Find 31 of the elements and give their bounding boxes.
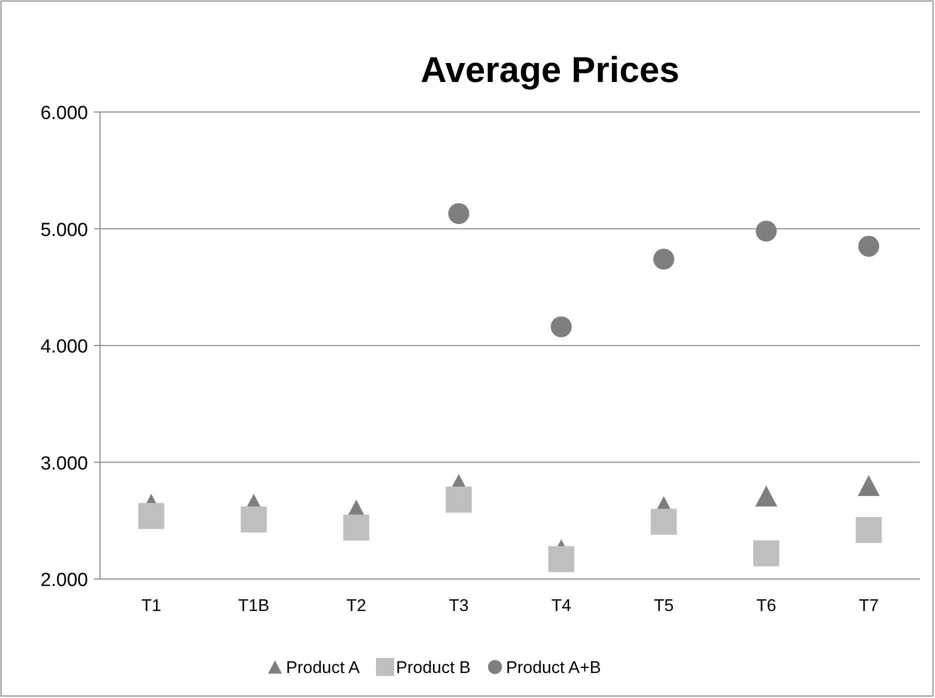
point — [446, 486, 472, 513]
point — [138, 502, 164, 529]
y-tick-label: 2.000 — [40, 570, 88, 591]
point — [755, 486, 778, 507]
point — [240, 506, 267, 532]
x-tick-label: T2 — [346, 596, 366, 615]
x-tick-label: T1B — [238, 596, 270, 615]
point — [550, 316, 572, 338]
chart-title: Average Prices — [420, 49, 680, 90]
point — [856, 516, 882, 543]
x-tick-label: T7 — [858, 596, 879, 615]
legend-label: Product A — [286, 658, 360, 677]
x-tick-label: T1 — [141, 596, 162, 615]
x-tick-label: T4 — [551, 596, 572, 615]
legend-label: Product A+B — [506, 658, 601, 677]
point — [343, 514, 370, 541]
x-tick-label: T5 — [654, 596, 674, 615]
point — [858, 236, 880, 257]
x-tick-label: T6 — [756, 596, 776, 615]
point — [448, 203, 470, 224]
point — [653, 248, 674, 270]
y-tick-label: 3.000 — [40, 453, 88, 474]
y-tick-label: 4.000 — [40, 336, 88, 358]
point — [756, 220, 777, 242]
point — [650, 508, 677, 535]
x-tick-label: T3 — [448, 596, 469, 615]
point — [753, 540, 780, 566]
point — [858, 475, 880, 496]
legend-label: Product B — [396, 658, 471, 677]
y-tick-label: 5.000 — [40, 220, 88, 241]
y-tick-label: 6.000 — [40, 103, 88, 124]
